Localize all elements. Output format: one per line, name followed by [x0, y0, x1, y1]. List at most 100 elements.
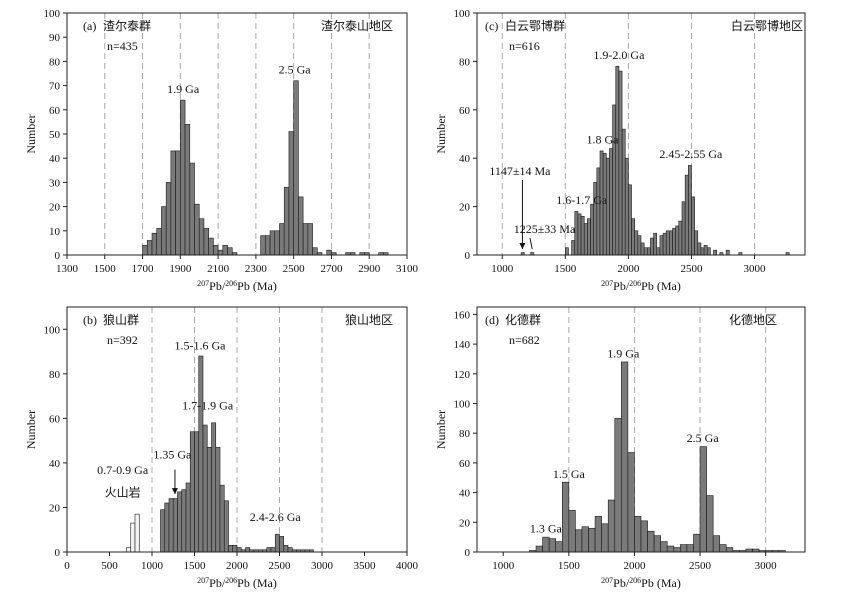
histogram-bar: [217, 249, 224, 256]
group-name: 白云鄂博群: [505, 18, 565, 33]
histogram-bar: [156, 228, 162, 256]
histogram-bar: [274, 230, 280, 256]
histogram-bar: [175, 150, 181, 256]
histogram-bar: [627, 452, 635, 553]
x-axis-label: 207Pb/206Pb (Ma): [197, 279, 277, 294]
group-name: 狼山群: [103, 312, 139, 327]
y-tick-label: 80: [459, 56, 471, 68]
histogram-bar: [614, 418, 622, 553]
histogram-bar-volcanic: [130, 522, 136, 553]
y-tick-label: 140: [454, 339, 471, 351]
peak-annotation: 2.5 Ga: [279, 63, 312, 77]
histogram-bar: [688, 165, 692, 256]
histogram-bar-volcanic: [126, 547, 132, 553]
histogram-bar: [170, 150, 176, 256]
histogram-bar: [293, 80, 299, 256]
histogram-bar: [302, 223, 309, 256]
histogram-bar: [634, 230, 639, 256]
histogram-bar: [165, 182, 172, 256]
histogram-bar: [669, 230, 673, 256]
histogram-bar: [621, 361, 629, 553]
histogram-bar: [713, 249, 717, 256]
histogram-bar: [274, 533, 280, 553]
x-tick-label: 1500: [554, 263, 577, 275]
x-tick-label: 1000: [141, 560, 164, 572]
y-tick-label: 0: [465, 547, 471, 559]
histogram-bar: [232, 545, 238, 553]
y-tick-label: 120: [454, 369, 471, 381]
y-tick-label: 10: [49, 226, 61, 238]
histogram-bar: [151, 232, 158, 256]
x-tick-label: 1500: [184, 560, 207, 572]
histogram-bar: [699, 446, 707, 553]
x-axis-label: 207Pb/206Pb (Ma): [601, 279, 681, 294]
peak-annotation: 1147±14 Ma: [489, 164, 551, 178]
y-tick-label: 60: [459, 105, 471, 117]
panel-b: 0 500 1000 1500 2000 2500 3000 3500 4000 0 20 40 60 8…: [24, 306, 419, 591]
peak-annotation: 2.45-2.55 Ga: [659, 147, 723, 161]
histogram-bar: [571, 240, 576, 256]
histogram-bar: [660, 541, 668, 553]
histogram-bar: [236, 547, 242, 553]
histogram-bar: [161, 206, 167, 256]
histogram-bar: [288, 131, 294, 256]
y-tick-label: 80: [49, 56, 61, 68]
x-tick-label: 3000: [311, 560, 334, 572]
peak-annotation: 1.5-1.6 Ga: [175, 338, 227, 352]
histogram-bar: [561, 481, 570, 553]
peak-annotation: 2.5 Ga: [687, 431, 720, 445]
histogram-bar: [283, 545, 289, 553]
y-tick-label: 70: [49, 81, 61, 93]
x-axis-label: 207Pb/206Pb (Ma): [601, 576, 681, 591]
y-axis-label: Number: [24, 114, 38, 153]
histogram-bar: [555, 541, 563, 553]
histogram-bar: [245, 547, 251, 553]
histogram-bar: [672, 228, 676, 256]
panel-label: (b): [83, 313, 97, 327]
histogram-bar: [548, 538, 557, 553]
peak-annotation: 1.6-1.7 Ga: [556, 193, 608, 207]
histogram-bar: [703, 245, 708, 256]
histogram-bar: [601, 523, 609, 553]
y-axis-label: Number: [434, 410, 448, 449]
histogram-bar: [693, 533, 701, 553]
histogram-bar: [222, 245, 228, 256]
x-tick-label: 1000: [492, 560, 515, 572]
histogram-bar: [535, 545, 543, 553]
region-name: 化德地区: [729, 312, 777, 327]
histogram-bar: [198, 218, 205, 256]
panel-label: (d): [485, 313, 499, 327]
histogram-bar: [565, 247, 569, 256]
histogram-bar: [647, 530, 655, 553]
histogram-bar: [675, 225, 680, 256]
y-tick-label: 60: [459, 458, 471, 470]
x-axis-label: 207Pb/206Pb (Ma): [197, 576, 277, 591]
histogram-bar: [621, 128, 626, 256]
histogram-bar: [202, 424, 208, 553]
histogram-bar: [634, 516, 642, 553]
region-name: 渣尔泰山地区: [321, 18, 393, 33]
y-tick-label: 160: [454, 309, 471, 321]
peak-annotation: 1.9 Ga: [167, 82, 200, 96]
y-tick-label: 60: [49, 413, 61, 425]
histogram-bar: [666, 545, 675, 553]
histogram-bar: [581, 526, 589, 553]
histogram-bar: [213, 245, 219, 256]
histogram-bar: [678, 220, 683, 256]
peak-annotation: 2.4-2.6 Ga: [250, 510, 302, 524]
histogram-bar: [691, 196, 695, 256]
histogram-bar: [279, 536, 285, 553]
histogram-bar: [227, 247, 233, 256]
y-tick-label: 90: [49, 32, 61, 44]
peak-annotation: 1.7-1.9 Ga: [182, 398, 234, 412]
histogram-bar: [653, 535, 661, 553]
histogram-bar: [719, 544, 727, 553]
histogram-bar: [172, 498, 178, 553]
x-tick-label: 2100: [207, 263, 230, 275]
y-tick-label: 40: [459, 153, 471, 165]
peak-annotation: 1.3 Ga: [530, 522, 563, 536]
plot-frame: [476, 12, 806, 256]
histogram-bar: [577, 213, 582, 256]
histogram-bar: [706, 495, 714, 553]
